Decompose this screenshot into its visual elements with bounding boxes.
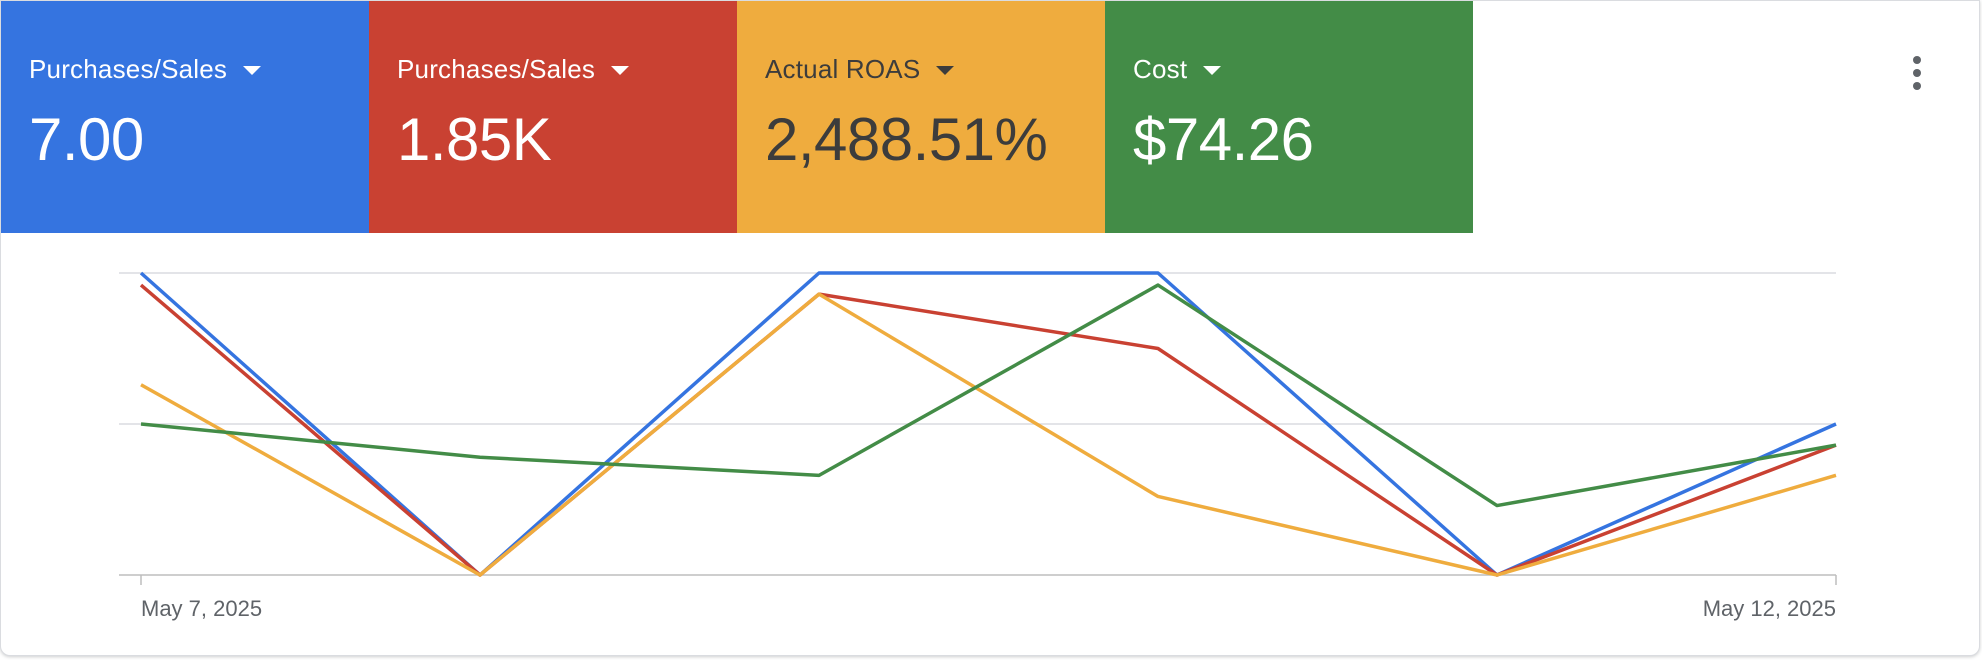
caret-down-icon[interactable] — [611, 66, 630, 75]
metric-label: Cost — [1133, 54, 1188, 84]
scorecard-header: Purchases/Sales — [397, 49, 737, 89]
metric-value: 1.85K — [397, 106, 552, 173]
series-line-2 — [139, 283, 1837, 577]
series-line-4 — [140, 283, 1837, 508]
scorecard-actual-roas[interactable]: Actual ROAS 2,488.51% — [737, 1, 1105, 233]
scorecard-cost[interactable]: Cost $74.26 — [1105, 1, 1473, 233]
scorecard-purchases-sales-2[interactable]: Purchases/Sales 1.85K — [369, 1, 737, 233]
metric-label: Purchases/Sales — [397, 54, 596, 84]
chart-x-ticks: May 7, 2025 May 12, 2025 — [141, 596, 1836, 621]
metric-value: $74.26 — [1133, 106, 1314, 173]
caret-down-icon[interactable] — [243, 66, 262, 75]
scorecard-header: Purchases/Sales — [29, 49, 369, 89]
more-vert-icon — [1913, 56, 1921, 64]
scorecard-purchases-sales-1[interactable]: Purchases/Sales 7.00 — [1, 1, 369, 233]
caret-down-icon[interactable] — [936, 66, 955, 75]
more-options-button[interactable] — [1897, 49, 1937, 97]
scorecard-header: Actual ROAS — [765, 49, 1105, 89]
x-tick-label-last: May 12, 2025 — [1703, 596, 1836, 621]
caret-down-icon[interactable] — [1203, 66, 1222, 75]
metric-value: 7.00 — [29, 106, 144, 173]
line-chart: May 7, 2025 May 12, 2025 — [119, 271, 1837, 621]
more-vert-icon-dot — [1913, 82, 1921, 90]
metric-label: Actual ROAS — [765, 54, 921, 84]
scorecard-row: Purchases/Sales 7.00 Purchases/Sales 1.8… — [1, 1, 1473, 233]
metric-value: 2,488.51% — [765, 106, 1048, 173]
more-vert-icon-dot — [1913, 69, 1921, 77]
series-line-3 — [140, 292, 1837, 577]
x-tick-label-first: May 7, 2025 — [141, 596, 262, 621]
chart-series — [139, 271, 1837, 577]
scorecard-header: Cost — [1133, 49, 1473, 89]
metric-label: Purchases/Sales — [29, 54, 228, 84]
